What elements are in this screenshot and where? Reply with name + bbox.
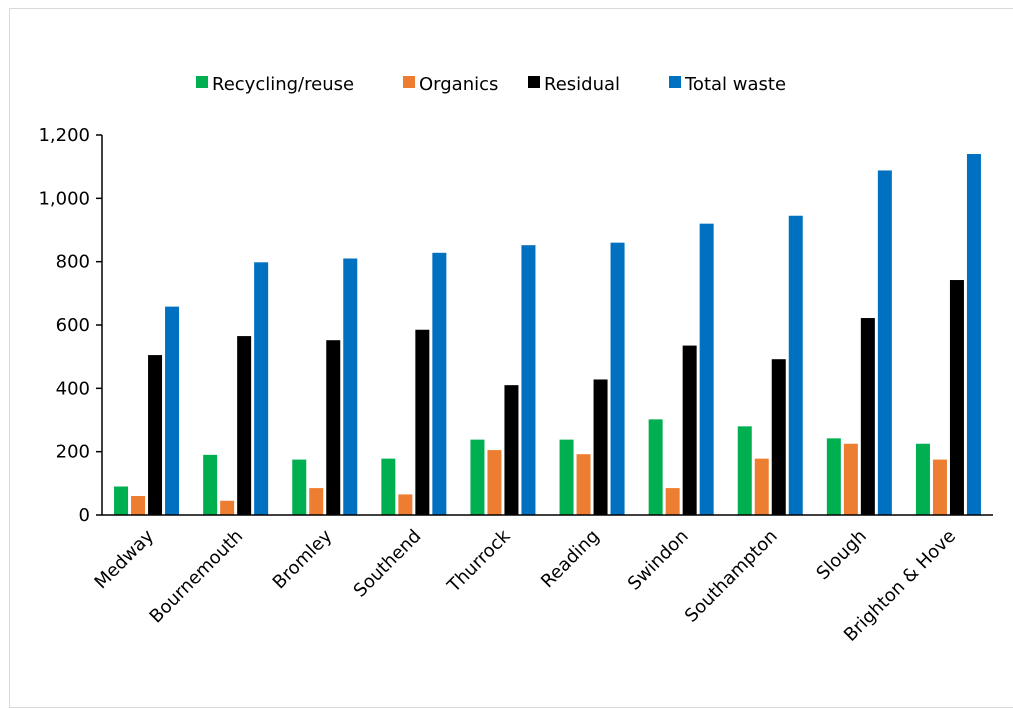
y-tick-label: 1,200 <box>38 125 90 146</box>
y-axis: 0 200 400 600 800 1,000 1,200 <box>38 125 103 526</box>
bar-organics-medway <box>131 496 146 515</box>
bar-recycling-reuse-southampton <box>737 426 752 515</box>
bar-organics-southend <box>398 494 413 515</box>
bar-total-waste-reading <box>610 242 625 515</box>
legend-label-organics: Organics <box>419 74 498 95</box>
bar-organics-bournemouth <box>220 500 235 515</box>
legend-swatch-organics <box>403 76 415 88</box>
legend-label-total-waste: Total waste <box>684 74 786 95</box>
legend-item-recycling-reuse: Recycling/reuse <box>196 74 354 95</box>
legend-label-recycling-reuse: Recycling/reuse <box>212 74 354 95</box>
bar-organics-thurrock <box>487 450 502 515</box>
chart-legend: Recycling/reuse Organics Residual Total was… <box>196 74 786 95</box>
y-tick-label: 200 <box>56 442 90 463</box>
y-tick-label: 0 <box>79 505 90 526</box>
x-tick-label-southend: Southend <box>350 526 426 602</box>
bars-group <box>114 154 981 516</box>
bar-organics-swindon <box>665 488 680 515</box>
legend-label-residual: Residual <box>544 74 620 95</box>
legend-swatch-total-waste <box>669 76 681 88</box>
bar-recycling-reuse-thurrock <box>470 439 485 515</box>
bar-total-waste-southampton <box>788 215 803 515</box>
y-tick-label: 800 <box>56 252 90 273</box>
bar-organics-southampton <box>754 458 769 515</box>
x-tick-label-bromley: Bromley <box>269 525 337 593</box>
chart-frame: Recycling/reuse Organics Residual Total was… <box>9 8 1013 708</box>
legend-swatch-residual <box>528 76 540 88</box>
legend-item-residual: Residual <box>528 74 620 95</box>
bar-recycling-reuse-bournemouth <box>203 454 218 515</box>
bar-residual-southampton <box>771 359 786 515</box>
legend-item-total-waste: Total waste <box>669 74 786 95</box>
bar-recycling-reuse-brighton-hove <box>915 443 930 515</box>
bar-residual-reading <box>593 379 608 515</box>
y-tick-label: 600 <box>56 315 90 336</box>
bar-total-waste-bournemouth <box>254 262 269 515</box>
x-tick-label-swindon: Swindon <box>624 526 693 595</box>
y-tick-label: 1,000 <box>38 188 90 209</box>
legend-item-organics: Organics <box>403 74 498 95</box>
bar-recycling-reuse-swindon <box>648 419 663 515</box>
bar-residual-swindon <box>682 345 697 515</box>
y-tick-label: 400 <box>56 378 90 399</box>
bar-total-waste-swindon <box>699 223 714 515</box>
bar-recycling-reuse-bromley <box>292 459 307 515</box>
bar-total-waste-southend <box>432 252 447 516</box>
bar-total-waste-medway <box>165 306 180 515</box>
bar-organics-reading <box>576 454 591 515</box>
bar-recycling-reuse-southend <box>381 458 396 515</box>
bar-recycling-reuse-medway <box>114 486 129 515</box>
bar-organics-slough <box>843 443 858 515</box>
bar-residual-thurrock <box>504 385 519 515</box>
bar-residual-southend <box>415 329 430 515</box>
bar-total-waste-brighton-hove <box>966 154 981 515</box>
bar-chart: Recycling/reuse Organics Residual Total was… <box>38 74 993 646</box>
bar-organics-brighton-hove <box>932 459 947 515</box>
x-tick-label-medway: Medway <box>91 525 159 593</box>
bar-organics-bromley <box>309 488 324 515</box>
bar-recycling-reuse-reading <box>559 439 574 515</box>
x-tick-label-slough: Slough <box>812 526 870 584</box>
x-tick-label-thurrock: Thurrock <box>443 525 515 597</box>
bar-residual-bournemouth <box>237 336 252 515</box>
bar-total-waste-thurrock <box>521 245 536 515</box>
bar-total-waste-slough <box>877 170 892 515</box>
bar-residual-bromley <box>326 340 341 515</box>
bar-residual-medway <box>148 355 163 515</box>
bar-recycling-reuse-slough <box>826 438 841 515</box>
bar-residual-slough <box>860 318 875 515</box>
bar-residual-brighton-hove <box>949 280 964 515</box>
x-tick-label-bournemouth: Bournemouth <box>146 526 248 628</box>
x-tick-label-reading: Reading <box>537 526 604 593</box>
bar-total-waste-bromley <box>343 258 358 515</box>
legend-swatch-recycling-reuse <box>196 76 208 88</box>
x-tick-label-southampton: Southampton <box>681 526 782 627</box>
